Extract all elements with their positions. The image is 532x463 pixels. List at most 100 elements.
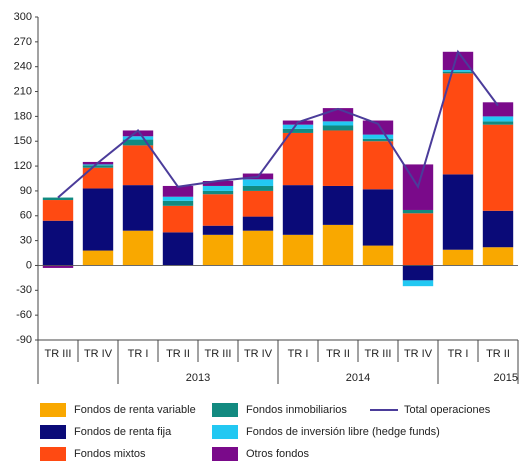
bar-segment	[482, 124, 514, 211]
bar-segment	[122, 145, 154, 186]
bar-segment	[282, 185, 314, 235]
legend-label: Fondos de renta fija	[74, 426, 172, 438]
bar-segment	[122, 139, 154, 146]
bar-segment	[402, 265, 434, 281]
y-tick-label: 180	[14, 110, 32, 122]
x-tick-label: TR I	[288, 348, 309, 360]
y-tick-label: 60	[20, 210, 32, 222]
y-tick-label: 0	[26, 259, 32, 271]
y-tick-label: 120	[14, 160, 32, 172]
x-tick-label: TR IV	[404, 348, 433, 360]
legend-swatch	[40, 403, 66, 417]
bar-segment	[202, 225, 234, 235]
bar-segment	[242, 179, 274, 186]
bar-segment	[82, 250, 114, 266]
bar-segment	[482, 121, 514, 125]
bar-segment	[442, 73, 474, 175]
x-tick-label: TR III	[205, 348, 232, 360]
y-tick-label: 210	[14, 85, 32, 97]
x-tick-label: TR III	[45, 348, 72, 360]
bar-segment	[242, 185, 274, 191]
legend-label: Fondos mixtos	[74, 448, 146, 460]
bar-segment	[162, 232, 194, 266]
bar-segment	[242, 216, 274, 231]
legend-label: Total operaciones	[404, 404, 491, 416]
y-tick-label: 90	[20, 185, 32, 197]
bar-segment	[322, 108, 354, 122]
bar-segment	[322, 125, 354, 131]
bar-segment	[402, 209, 434, 214]
bar-segment	[322, 224, 354, 266]
x-tick-label: TR I	[128, 348, 149, 360]
legend-label: Fondos de renta variable	[74, 404, 196, 416]
bar-segment	[122, 230, 154, 266]
bar-segment	[282, 234, 314, 266]
bar-segment	[282, 128, 314, 133]
bar-segment	[202, 194, 234, 226]
bar-segment	[362, 189, 394, 246]
y-tick-label: 150	[14, 135, 32, 147]
year-label: 2015	[494, 372, 518, 384]
bar-segment	[482, 116, 514, 122]
legend-label: Fondos inmobiliarios	[246, 404, 347, 416]
y-tick-label: 30	[20, 235, 32, 247]
x-tick-label: TR IV	[244, 348, 273, 360]
x-tick-label: TR III	[365, 348, 392, 360]
bar-segment	[322, 130, 354, 186]
bar-segment	[82, 188, 114, 251]
bar-segment	[442, 70, 474, 72]
y-tick-label: 300	[14, 11, 32, 23]
bar-segment	[162, 200, 194, 206]
bar-segment	[42, 200, 74, 221]
bar-segment	[122, 185, 154, 231]
x-tick-label: TR IV	[84, 348, 113, 360]
bar-segment	[482, 247, 514, 266]
bar-segment	[482, 210, 514, 248]
bar-segment	[42, 220, 74, 266]
bar-segment	[442, 174, 474, 250]
legend-swatch	[212, 447, 238, 461]
bar-segment	[482, 102, 514, 117]
bar-segment	[242, 190, 274, 217]
bar-segment	[362, 245, 394, 266]
bar-segment	[282, 124, 314, 129]
bar-segment	[122, 136, 154, 140]
bar-segment	[442, 51, 474, 71]
bar-segment	[442, 71, 474, 74]
x-tick-label: TR I	[448, 348, 469, 360]
legend-swatch	[212, 403, 238, 417]
legend-swatch	[212, 425, 238, 439]
bar-segment	[202, 185, 234, 191]
bar-segment	[202, 180, 234, 186]
bar-segment	[322, 121, 354, 126]
bar-segment	[402, 280, 434, 287]
bar-segment	[362, 138, 394, 142]
bar-segment	[442, 249, 474, 266]
bar-segment	[162, 196, 194, 201]
y-tick-label: -60	[16, 309, 32, 321]
legend-label: Fondos de inversión libre (hedge funds)	[246, 426, 440, 438]
bar-segment	[362, 134, 394, 139]
bar-segment	[162, 185, 194, 197]
bar-segment	[202, 190, 234, 195]
y-tick-label: 240	[14, 61, 32, 73]
y-tick-label: 270	[14, 36, 32, 48]
y-tick-label: -30	[16, 284, 32, 296]
bar-segment	[42, 197, 74, 201]
bar-segment	[242, 230, 274, 266]
x-tick-label: TR II	[166, 348, 190, 360]
bar-segment	[82, 167, 114, 189]
bar-segment	[42, 265, 74, 268]
x-tick-label: TR II	[326, 348, 350, 360]
bar-segment	[202, 234, 234, 266]
bar-segment	[362, 141, 394, 190]
x-tick-label: TR II	[486, 348, 510, 360]
y-tick-label: -90	[16, 334, 32, 346]
legend-label: Otros fondos	[246, 448, 309, 460]
bar-segment	[162, 205, 194, 233]
bar-segment	[362, 120, 394, 135]
year-label: 2014	[346, 372, 370, 384]
bar-segment	[82, 164, 114, 166]
bar-segment	[82, 165, 114, 168]
